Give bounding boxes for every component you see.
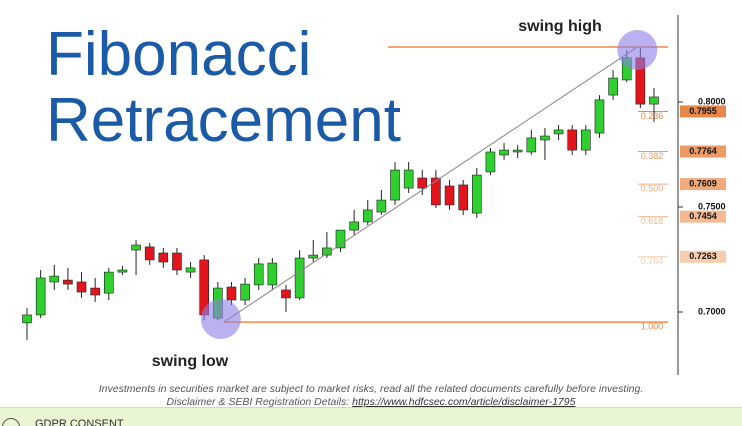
fib-ratio-label: 1.000 [641,321,664,331]
candle-body [581,129,591,151]
candle-body [649,96,659,105]
candle-body [63,279,73,285]
candle-body [540,135,550,141]
candle-body [431,177,441,206]
candle-body [335,229,346,249]
candle-body [322,247,332,256]
disclaimer: Investments in securities market are sub… [0,383,742,409]
candle-body [390,169,400,201]
candle-body [103,271,114,294]
trend-line [223,46,638,323]
candle-body [226,286,237,301]
candle-body [267,262,278,286]
candle-body [512,149,523,153]
fib-price-box [680,178,726,191]
candle-body [172,252,182,271]
swing-high-label: swing high [518,18,602,35]
y-tick-label: 0.8000 [698,96,726,106]
disclaimer-text: Investments in securities market are sub… [98,383,644,395]
candle-body [594,99,605,134]
fib-price-box [680,145,726,158]
candle-body [131,244,141,251]
candle-body [281,289,291,299]
candle-body [444,185,455,206]
candle-body [403,169,414,189]
consent-text[interactable]: GDPR CONSENT [35,418,124,426]
fib-price-label: 0.7263 [689,251,717,261]
fib-price-label: 0.7609 [689,178,717,188]
fib-ratio-label: 0.382 [641,151,664,161]
swing-low-label: swing low [152,353,229,370]
candle-body [608,77,618,96]
candle-body [253,263,264,286]
candle-body [35,277,46,316]
y-tick-label: 0.7000 [698,306,726,316]
candle-body [567,129,578,151]
fib-ratio-label: 0.500 [641,183,664,193]
candle-body [22,314,32,324]
candle-body [485,151,496,173]
candle-body [349,221,359,231]
fib-ratio-label: 0.764 [641,256,664,266]
candle-body [417,177,428,189]
fib-ratio-label: 0.236 [641,111,664,121]
candle-body [308,254,319,259]
candle-body [144,246,155,261]
disclaimer-line: Disclaimer & SEBI Registration Details: … [0,396,742,409]
candle-body [158,252,169,263]
fib-price-box [680,210,726,223]
candle-body [376,199,387,213]
swing-low-marker [200,299,241,340]
candle-body [117,269,128,273]
candle-body [458,184,468,211]
candle-body [185,267,196,273]
consent-bar: GDPR CONSENT [0,407,742,426]
fib-price-box [680,105,726,118]
candle-body [362,209,373,223]
swing-high-marker [617,29,658,70]
fib-ratio-label: 0.618 [641,216,664,226]
chart-title: Fibonacci Retracement [46,20,401,155]
fib-price-label: 0.7454 [689,211,717,221]
fib-price-box [680,250,726,263]
candle-body [49,275,60,283]
candle-body [471,174,482,214]
candle-body [90,287,100,296]
candle-body [526,137,537,153]
candle-body [294,257,305,299]
fib-price-label: 0.7955 [689,106,717,116]
candle-body [240,283,250,301]
candle-body [76,281,87,293]
disclaimer-label: Disclaimer & SEBI Registration Details: [166,396,350,408]
chart: 0.8000 0.7500 0.7000 0.236 0.7955 0.382 0.7764… [22,15,726,375]
candle-body [499,149,509,156]
fib-price-label: 0.7764 [689,146,717,156]
disclaimer-link[interactable]: https://www.hdfcsec.com/article/disclaim… [352,396,576,408]
y-tick-label: 0.7500 [698,201,726,211]
candle-body [553,129,564,135]
